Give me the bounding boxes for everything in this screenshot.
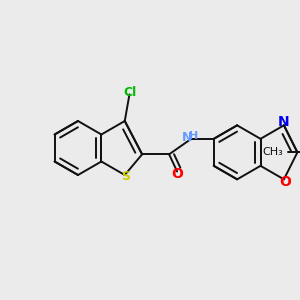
Text: O: O [171,167,183,182]
Text: CH₃: CH₃ [262,147,283,157]
Text: S: S [121,170,130,184]
Text: H: H [189,131,198,141]
Text: O: O [279,175,291,189]
Text: N: N [182,131,192,144]
Text: Cl: Cl [124,86,137,99]
Text: N: N [278,115,290,129]
